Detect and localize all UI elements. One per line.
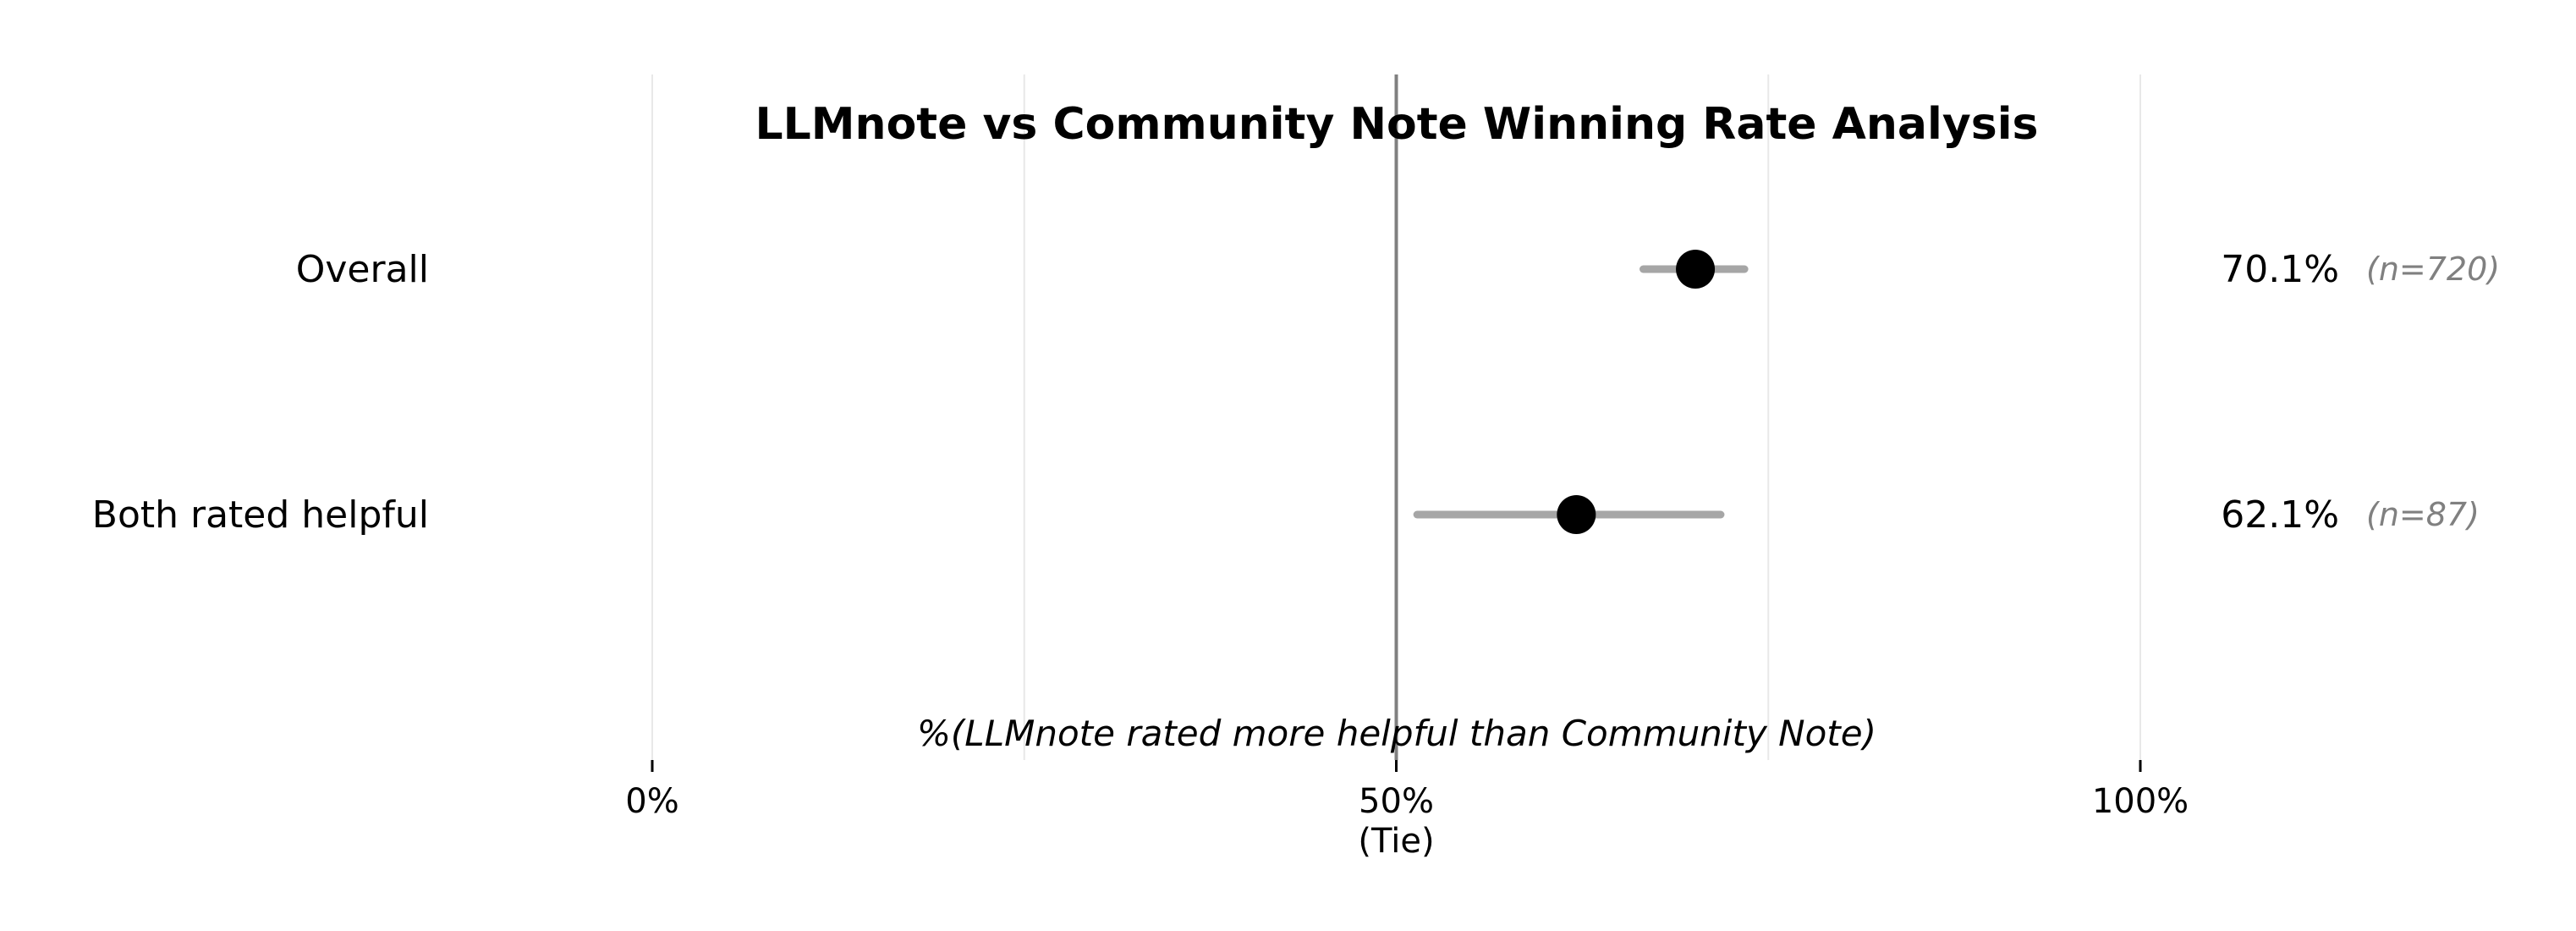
x-tick-label: 100% — [2092, 782, 2189, 821]
data-point — [1557, 495, 1596, 534]
value-label: 62.1% — [2221, 493, 2339, 537]
x-tick-sublabel: (Tie) — [1358, 822, 1434, 861]
category-label: Both rated helpful — [92, 493, 429, 537]
x-tick-label: 50% — [1359, 782, 1434, 821]
data-rows: Overall 70.1% (n=720) Both rated helpful 62.… — [92, 248, 2500, 537]
data-point — [1676, 250, 1716, 289]
category-label: Overall — [296, 248, 429, 291]
sample-size-label: (n=87) — [2366, 496, 2480, 533]
chart-title: LLMnote vs Community Note Winning Rate A… — [755, 99, 2039, 150]
value-label: 70.1% — [2221, 248, 2339, 291]
x-axis-ticks: 0% 50%(Tie) 100% — [625, 760, 2189, 861]
x-axis-label: %(LLMnote rated more helpful than Commun… — [917, 713, 1876, 754]
sample-size-label: (n=720) — [2366, 251, 2500, 288]
x-tick-label: 0% — [625, 782, 678, 821]
